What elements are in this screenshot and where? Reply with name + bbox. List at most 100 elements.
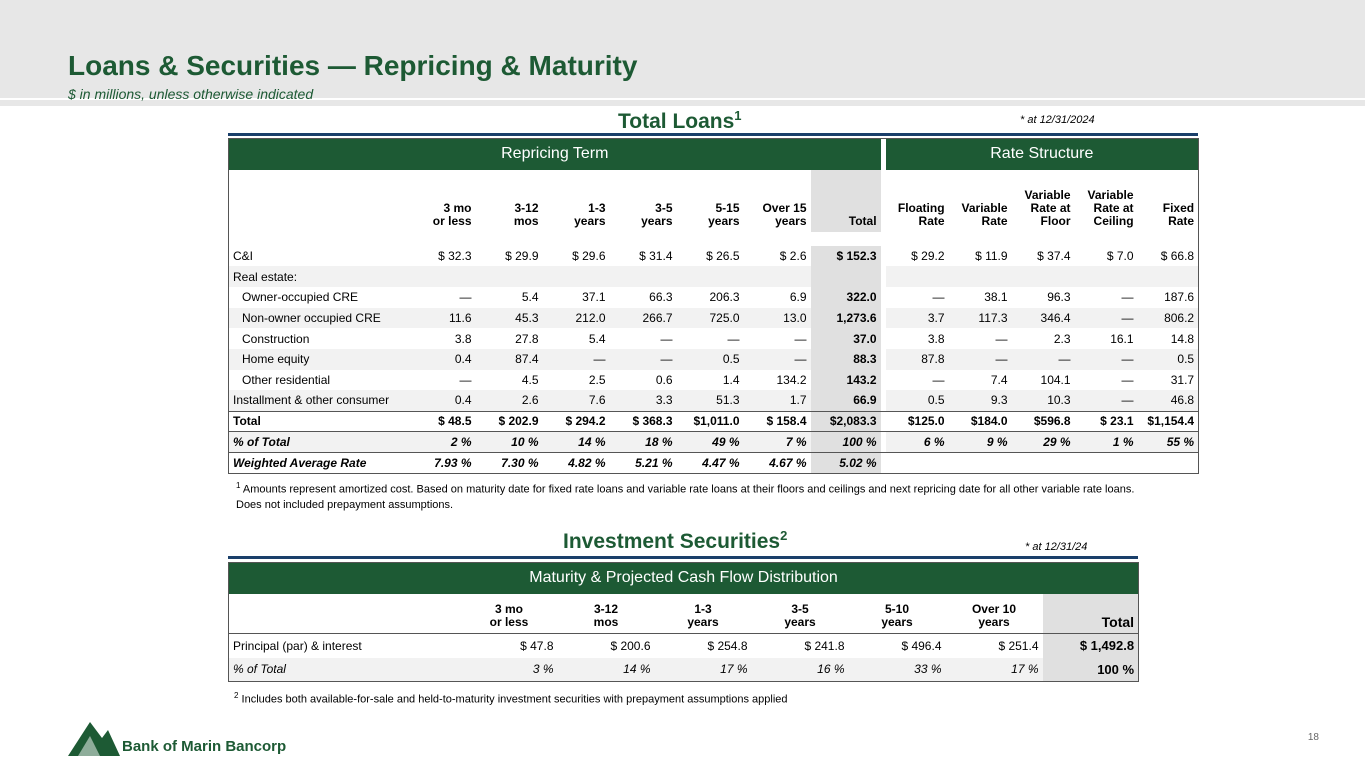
table-cell: 117.3 [948,307,1012,329]
row-label: Owner-occupied CRE [242,290,359,305]
table-cell: 46.8 [1137,390,1199,411]
securities-table: Maturity & Projected Cash Flow Distribut… [228,562,1140,682]
table-cell: 3.8 [927,331,945,346]
table-cell: — [727,331,740,346]
table-cell: 0.5 [885,390,949,411]
table-cell: — [542,348,610,370]
logo-graphic: Bank of Marin Bancorp [68,722,286,756]
spacer [229,232,1199,246]
gap [880,307,886,329]
table-cell: 1 % [1074,431,1138,453]
table-cell: $ 241.8 [804,638,845,653]
section-title-text: Total Loans [618,110,735,133]
table-cell: 7.6 [542,390,610,411]
table-cell: $ 37.4 [1037,248,1071,263]
title: Loans & Securities — Repricing & Maturit… [68,50,638,81]
page-number: 18 [1307,732,1319,743]
column-header: Fixed Rate [1162,200,1195,228]
row-label: Weighted Average Rate [233,455,367,470]
spacer-cell [229,232,1199,246]
column-header: Floating Rate [897,200,945,228]
footnote-mark: 2 [234,691,239,700]
logo-mark [78,736,100,756]
table-cell: 14 % [542,431,610,453]
row-label: Principal (par) & interest [233,638,362,653]
empty-cell [885,266,949,287]
as-of-note: * at 12/31/24 [1025,541,1088,553]
row-label: Total [233,414,261,429]
table-cell: 33 % [848,657,946,682]
column-header: 3 mo or less [489,602,529,629]
table-cell: $ 11.9 [975,248,1008,263]
table-cell: 18 % [609,431,677,453]
column-header: 3-12 mos [593,602,619,629]
empty-cell [609,266,677,287]
table-cell: — [1074,390,1138,411]
table-cell: 29 % [1011,431,1075,453]
table-cell: 806.2 [1137,307,1199,329]
empty-cell [542,266,610,287]
row-label: Non-owner occupied CRE [228,307,409,329]
table-cell: 51.3 [676,390,744,411]
row-label: Other residential [242,372,331,387]
table-cell: $ 29.6 [572,248,606,263]
logo-text: Bank of Marin Bancorp [122,738,286,755]
table-cell: 143.2 [810,369,881,391]
table-cell: 266.7 [609,307,677,329]
column-header: 3-5 years [784,602,816,629]
table-cell: — [794,331,807,346]
table-cell: 9.3 [948,390,1012,411]
gap [880,138,886,170]
empty-cell [408,266,476,287]
table-cell: $ 1,492.8 [1042,633,1139,658]
table-cell: 17 % [654,657,752,682]
logo: Bank of Marin Bancorp [68,718,288,765]
table-cell: — [1074,348,1138,370]
table-cell: 1,273.6 [810,307,881,329]
table-cell: 10 % [475,431,543,453]
table-cell: — [932,290,945,305]
table-row: Construction 3.8 27.8 5.4— — —37.0 3.8—2.3 16.1… [229,328,1199,349]
column-header: Total [810,169,881,232]
table-cell: $ 2.6 [779,248,807,263]
table-cell: 4.82 % [568,455,606,470]
table-cell: $1,154.4 [1147,414,1195,429]
table-cell: 5.4 [521,290,539,305]
table-cell: 0.5 [1137,348,1199,370]
gap [880,266,886,287]
table-cell: 100 % [1042,657,1139,682]
column-header: 3-12 mos [513,200,539,228]
table-cell: 87.4 [475,348,543,370]
table-row: Other residential — 4.5 2.5 0.6 1.4 134.2 143.2… [229,369,1199,391]
table-cell: 0.4 [408,390,476,411]
table-row: Total $ 48.5 $ 202.9 $ 294.2 $ 368.3 $1,011.0… [228,411,1199,432]
table-cell: 5.02 % [810,452,881,474]
table-cell: — [459,290,472,305]
column-header: 5-10 years [881,602,913,629]
table-cell: $ 47.8 [520,638,554,653]
table-row: Home equity 0.4 87.4— —0.5—88.3 87.8— — —0.5 [228,348,1199,370]
table-cell: — [609,348,677,370]
row-label: C&I [233,248,254,263]
table-cell: 14.8 [1170,331,1195,346]
row-label: % of Total [228,657,461,682]
table-cell: $1,011.0 [693,414,740,429]
empty-cell [676,266,744,287]
table-cell: $ 66.8 [1160,248,1195,263]
column-header-row: 3 mo or less 3-12 mos 1-3 years 3-5 years 5-… [229,169,1199,232]
table-cell: $ 48.5 [438,414,472,429]
table-cell: — [1074,307,1138,329]
section-title: Total Loans1 [618,108,742,134]
table-row: Non-owner occupied CRE 11.6 45.3 212.0 266.7… [228,307,1199,329]
table-cell: 187.6 [1164,290,1195,305]
table-cell: 2.5 [588,372,606,387]
table-cell: 3.7 [885,307,949,329]
table-row: % of Total 3 % 14 % 17 % 16 % 33 % 17 % 100 % [228,657,1139,682]
table-cell: 88.3 [810,348,881,370]
table-cell: 322.0 [810,286,881,308]
column-header: Total [1042,593,1139,634]
table-cell: 14 % [557,657,655,682]
table-cell: $ 32.3 [438,248,472,263]
table-cell: $125.0 [907,414,945,429]
row-label: Construction [242,331,310,346]
